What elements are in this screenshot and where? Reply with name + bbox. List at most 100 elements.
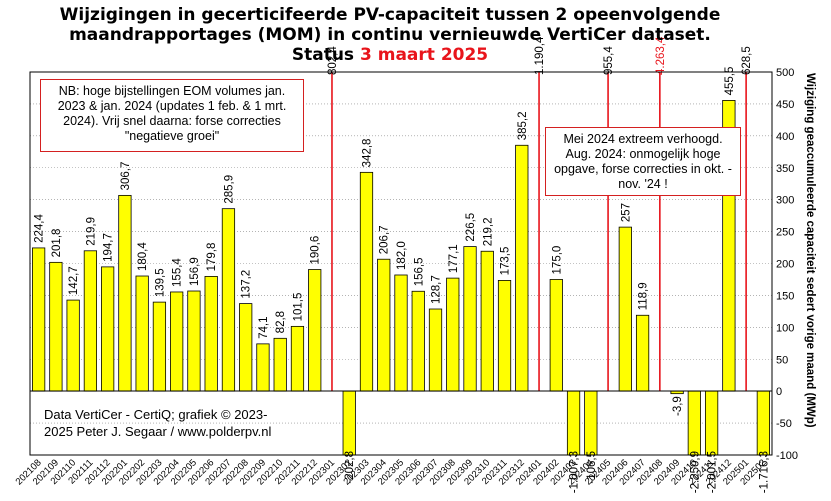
y-tick-label: 400 bbox=[776, 131, 794, 143]
bar-value-label: 802,4 bbox=[327, 46, 339, 75]
bar-value-label: -1.716,3 bbox=[758, 451, 770, 493]
title-line-3: Status 3 maart 2025 bbox=[0, 45, 780, 65]
bar-202310 bbox=[480, 250, 494, 392]
title-line-2: maandrapportages (MOM) in continu vernie… bbox=[69, 25, 711, 45]
bar-202402 bbox=[549, 279, 563, 392]
bar-202409 bbox=[670, 390, 684, 395]
title-date: 3 maart 2025 bbox=[359, 45, 489, 65]
bar-202301 bbox=[331, 72, 333, 392]
bar-value-label: 156,5 bbox=[413, 257, 425, 286]
bar-value-label: -202,8 bbox=[344, 451, 356, 484]
bar-value-label: 4.263,4 bbox=[655, 36, 667, 75]
bar-value-label: 219,9 bbox=[85, 217, 97, 246]
bar-value-label: -106,5 bbox=[586, 451, 598, 484]
credit-line-1: Data VertiCer - CertiQ; grafiek © 2023- bbox=[44, 407, 268, 422]
title-status: Status bbox=[291, 45, 355, 65]
bar-value-label: 82,8 bbox=[275, 311, 287, 333]
bar-value-label: 156,9 bbox=[189, 257, 201, 286]
y-tick-labels: -100 -50 0 50 100 150 200 250 300 350 400 450 500 bbox=[776, 67, 798, 462]
bar-202307 bbox=[428, 308, 443, 392]
bar-202209 bbox=[256, 343, 270, 392]
y-tick-label: 300 bbox=[776, 195, 794, 207]
y-axis-label: Wijziging geaccumuleerde capaciteit sede… bbox=[804, 73, 816, 428]
bar-value-label: 142,7 bbox=[68, 266, 80, 295]
bar-value-label: 74,1 bbox=[258, 316, 270, 338]
y-tick-label: 50 bbox=[776, 354, 788, 366]
bar-202304 bbox=[377, 258, 391, 392]
bar-202403 bbox=[566, 390, 581, 456]
bar-202410 bbox=[687, 390, 701, 456]
bar-202207 bbox=[221, 208, 236, 392]
annotation-may-2024-note: Mei 2024 extreem verhoogd. Aug. 2024: on… bbox=[545, 127, 741, 196]
bar-value-label: 219,2 bbox=[482, 217, 494, 246]
bar-202312 bbox=[515, 144, 529, 392]
bar-202302 bbox=[342, 390, 356, 456]
y-tick-label: 250 bbox=[776, 227, 794, 239]
bar-value-label: 955,4 bbox=[603, 46, 615, 75]
bar-202110 bbox=[66, 299, 80, 392]
bar-value-label: -2.250,9 bbox=[689, 451, 701, 493]
bar-value-label: 342,8 bbox=[361, 139, 373, 168]
bar-202108 bbox=[32, 247, 46, 392]
bar-value-label: -1.007,3 bbox=[569, 451, 581, 493]
bar-202204 bbox=[170, 291, 184, 392]
bar-value-label: -2.001,5 bbox=[707, 451, 719, 493]
y-tick-label: 150 bbox=[776, 290, 794, 302]
bar-202208 bbox=[239, 303, 253, 392]
bar-value-label: 226,5 bbox=[465, 213, 477, 242]
bar-value-label: 177,1 bbox=[448, 244, 460, 273]
bar-202311 bbox=[497, 280, 512, 392]
bar-202501 bbox=[745, 72, 747, 392]
bar-value-label: 628,5 bbox=[741, 46, 753, 75]
y-tick-label: 450 bbox=[776, 99, 794, 111]
bar-202210 bbox=[273, 337, 287, 392]
bar-202405 bbox=[607, 72, 609, 392]
bar-value-label: 224,4 bbox=[34, 214, 46, 243]
bar-202305 bbox=[394, 274, 408, 392]
y-tick-label: 200 bbox=[776, 259, 794, 271]
bar-value-label: 201,8 bbox=[51, 229, 63, 258]
bar-202308 bbox=[446, 277, 460, 392]
bar-value-label: 182,0 bbox=[396, 241, 408, 270]
bar-value-label: 139,5 bbox=[154, 268, 166, 297]
bar-202206 bbox=[204, 275, 218, 392]
bar-202203 bbox=[152, 301, 167, 392]
bar-value-label: 101,5 bbox=[292, 293, 304, 322]
bar-202303 bbox=[359, 171, 374, 392]
bar-value-label: 455,5 bbox=[724, 67, 736, 96]
y-tick-label: -50 bbox=[776, 418, 792, 430]
bar-value-label: 180,4 bbox=[137, 242, 149, 271]
bar-value-label: 128,7 bbox=[431, 275, 443, 304]
title-line-1: Wijzigingen in gecerticifeerde PV-capaci… bbox=[59, 5, 721, 25]
bar-value-label: 118,9 bbox=[638, 282, 650, 310]
bar-202407 bbox=[635, 314, 650, 392]
bar-202201 bbox=[118, 194, 132, 392]
bar-value-label: 137,2 bbox=[241, 270, 253, 299]
y-tick-label: 100 bbox=[776, 322, 794, 334]
bar-202411 bbox=[704, 390, 719, 456]
bar-202401 bbox=[538, 72, 540, 392]
bar-202111 bbox=[83, 250, 98, 392]
bar-202502 bbox=[756, 390, 770, 456]
bar-202112 bbox=[101, 266, 115, 392]
y-tick-label: 500 bbox=[776, 67, 794, 79]
chart-title: Wijzigingen in gecerticifeerde PV-capaci… bbox=[0, 5, 780, 65]
bar-value-label: 306,7 bbox=[120, 162, 132, 191]
bar-202406 bbox=[618, 226, 632, 392]
y-tick-label: -100 bbox=[776, 450, 798, 462]
bar-202309 bbox=[463, 246, 477, 392]
bar-value-label: 155,4 bbox=[172, 258, 184, 287]
bar-value-label: 1.190,4 bbox=[534, 36, 546, 75]
bar-202211 bbox=[290, 325, 305, 392]
bar-202404 bbox=[584, 390, 598, 456]
y-tick-label: 350 bbox=[776, 163, 794, 175]
bar-value-label: 179,8 bbox=[206, 243, 218, 272]
bar-value-labels: 224,4 201,8 142,7 219,9 194,7 306,7 180,4 139,5… bbox=[34, 36, 771, 493]
credit-line-2: 2025 Peter J. Segaar / www.polderpv.nl bbox=[44, 424, 272, 439]
bar-value-label: 206,7 bbox=[379, 225, 391, 254]
bar-202109 bbox=[49, 261, 63, 392]
bar-202408 bbox=[659, 72, 661, 392]
bar-value-label: 285,9 bbox=[223, 175, 235, 204]
annotation-eom-note: NB: hoge bijstellingen EOM volumes jan. … bbox=[40, 79, 304, 152]
